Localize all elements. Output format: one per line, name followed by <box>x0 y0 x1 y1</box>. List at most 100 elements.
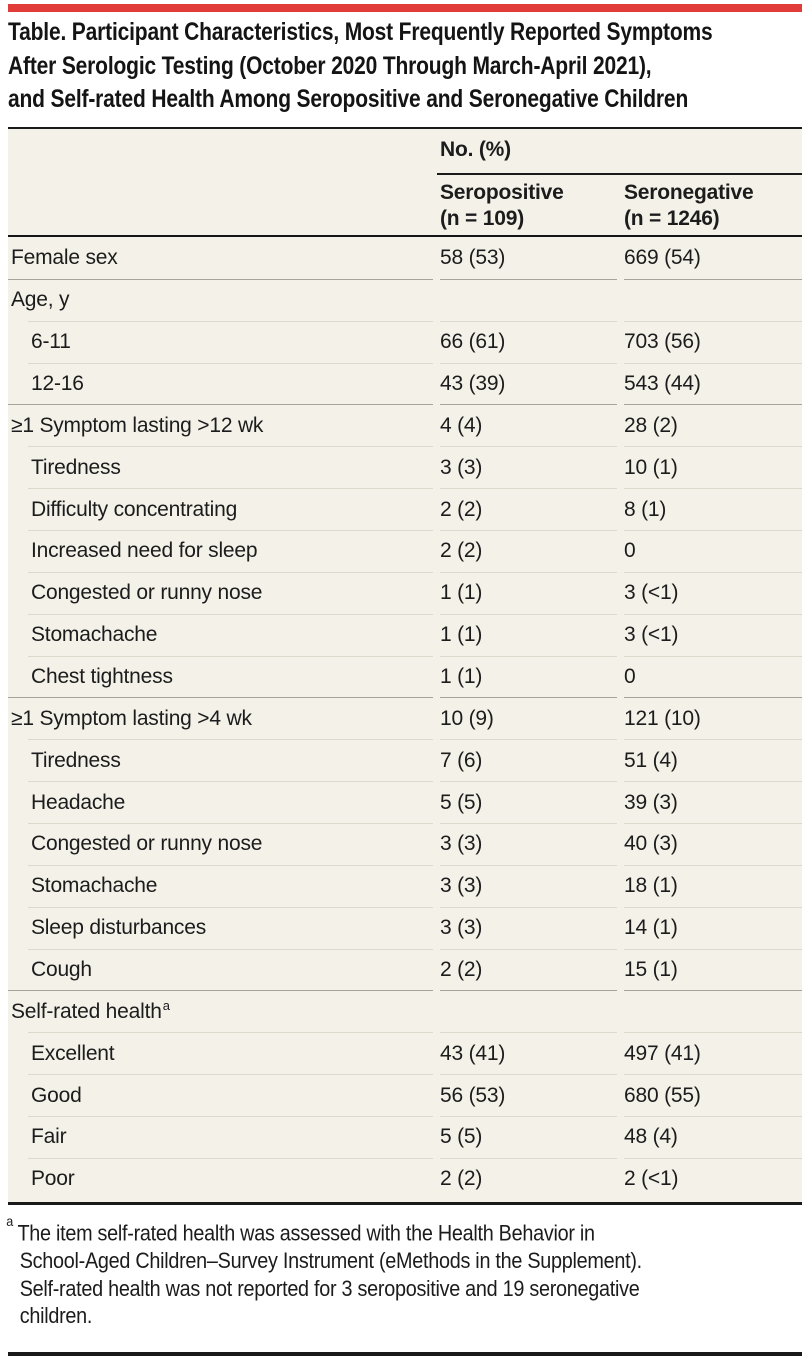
row-label: Congested or runny nose <box>8 823 433 865</box>
seronegative-value: 669 (54) <box>624 246 701 270</box>
row-label: Increased need for sleep <box>8 530 433 572</box>
seronegative-value: 40 (3) <box>624 823 802 865</box>
table-row: Sleep disturbances 3 (3) 14 (1) <box>8 906 802 949</box>
table-row: ≥1 Symptom lasting >4 wk 10 (9) 121 (10) <box>8 697 802 739</box>
table-bottom-rule <box>8 1202 802 1205</box>
seronegative-value <box>624 990 802 1032</box>
seropositive-value: 10 (9) <box>440 697 617 739</box>
table-row: Tiredness 7 (6) 51 (4) <box>8 739 802 781</box>
row-label: Female sex <box>11 246 118 270</box>
table-row: Cough 2 (2) 15 (1) <box>8 948 802 991</box>
row-label: Chest tightness <box>8 655 433 698</box>
seropositive-value: 3 (3) <box>440 906 617 949</box>
table-row: Congested or runny nose 1 (1) 3 (<1) <box>8 571 802 614</box>
seronegative-value: 28 (2) <box>624 404 802 446</box>
table-body: No. (%) Seropositive (n = 109) Seronegat… <box>8 129 802 1202</box>
row-label: Stomachache <box>8 864 433 907</box>
footnote-line: a The item self-rated health was assessed… <box>6 1213 710 1247</box>
column-n: (n = 1246) <box>624 206 720 230</box>
row-label: Age, y <box>8 278 433 321</box>
seropositive-value: 58 (53) <box>440 246 506 270</box>
row-label: ≥1 Symptom lasting >4 wk <box>8 697 433 739</box>
table-row: 6-11 66 (61) 703 (56) <box>8 320 802 363</box>
seropositive-value: 1 (1) <box>440 571 617 614</box>
title-divider-rule <box>8 127 802 129</box>
table-row: Stomachache 3 (3) 18 (1) <box>8 864 802 907</box>
seropositive-value: 2 (2) <box>440 488 617 530</box>
table-row: Difficulty concentrating 2 (2) 8 (1) <box>8 488 802 530</box>
seronegative-value: 14 (1) <box>624 906 802 949</box>
table-rows: Female sex 58 (53) 669 (54) Age, y 6-11 66 (6… <box>8 235 802 1200</box>
column-label: Seronegative <box>624 181 754 204</box>
page-bottom-rule <box>8 1352 802 1356</box>
row-label: Cough <box>8 948 433 991</box>
seropositive-value: 56 (53) <box>440 1074 617 1116</box>
seronegative-value: 703 (56) <box>624 320 802 363</box>
seropositive-value: 1 (1) <box>440 655 617 698</box>
seropositive-value: 2 (2) <box>440 948 617 991</box>
row-label: Good <box>8 1074 433 1116</box>
table-row: Stomachache 1 (1) 3 (<1) <box>8 613 802 656</box>
footnote-marker: a <box>6 1213 13 1229</box>
seropositive-value <box>440 990 617 1032</box>
row-label: Excellent <box>8 1032 433 1074</box>
column-header-seronegative: Seronegative (n = 1246) <box>624 180 754 231</box>
seropositive-value: 7 (6) <box>440 739 617 781</box>
seronegative-value: 18 (1) <box>624 864 802 907</box>
seropositive-value: 4 (4) <box>440 404 617 446</box>
table-row: Good 56 (53) 680 (55) <box>8 1074 802 1116</box>
seronegative-value: 543 (44) <box>624 362 802 405</box>
row-label: 12-16 <box>8 362 433 405</box>
row-label: Tiredness <box>8 739 433 781</box>
table-title: Table. Participant Characteristics, Most… <box>8 16 802 117</box>
seronegative-value: 48 (4) <box>624 1116 802 1158</box>
seronegative-value: 51 (4) <box>624 739 802 781</box>
column-header-seropositive: Seropositive (n = 109) <box>440 180 564 231</box>
group-header-underline <box>437 173 802 175</box>
row-label: Congested or runny nose <box>8 571 433 614</box>
seronegative-value: 39 (3) <box>624 781 802 823</box>
seronegative-value: 8 (1) <box>624 488 802 530</box>
row-label: Tiredness <box>8 446 433 488</box>
seronegative-value <box>624 278 802 321</box>
table-row: Fair 5 (5) 48 (4) <box>8 1116 802 1158</box>
table-row: 12-16 43 (39) 543 (44) <box>8 362 802 405</box>
seronegative-value: 2 (<1) <box>624 1157 802 1200</box>
row-label: Headache <box>8 781 433 823</box>
seronegative-value: 3 (<1) <box>624 613 802 656</box>
footnote-line: children. <box>19 1303 93 1329</box>
seropositive-value <box>440 278 617 321</box>
row-label: Sleep disturbances <box>8 906 433 949</box>
seropositive-value: 3 (3) <box>440 823 617 865</box>
group-column-header: No. (%) <box>440 138 511 161</box>
column-n: (n = 109) <box>440 206 524 230</box>
table-row: Female sex 58 (53) 669 (54) <box>8 237 802 279</box>
seronegative-value: 0 <box>624 530 802 572</box>
seropositive-value: 43 (39) <box>440 362 617 405</box>
footnote-line: Self-rated health was not reported for 3… <box>19 1275 640 1301</box>
seronegative-value: 121 (10) <box>624 697 802 739</box>
seropositive-value: 3 (3) <box>440 864 617 907</box>
seropositive-value: 66 (61) <box>440 320 617 363</box>
table-row: Age, y <box>8 278 802 321</box>
seronegative-value: 497 (41) <box>624 1032 802 1074</box>
seropositive-value: 43 (41) <box>440 1032 617 1074</box>
footnote-text: The item self-rated health was assessed … <box>17 1220 595 1246</box>
table-row: Headache 5 (5) 39 (3) <box>8 781 802 823</box>
seropositive-value: 2 (2) <box>440 1157 617 1200</box>
seropositive-value: 5 (5) <box>440 1116 617 1158</box>
table-title-line: Table. Participant Characteristics, Most… <box>8 18 713 46</box>
seropositive-value: 5 (5) <box>440 781 617 823</box>
column-label: Seropositive <box>440 181 564 204</box>
table-row: Increased need for sleep 2 (2) 0 <box>8 530 802 572</box>
seropositive-value: 1 (1) <box>440 613 617 656</box>
row-label: Fair <box>8 1116 433 1158</box>
seronegative-value: 15 (1) <box>624 948 802 991</box>
row-label: Difficulty concentrating <box>8 488 433 530</box>
row-label: Poor <box>8 1157 433 1200</box>
table-title-line: and Self-rated Health Among Seropositive… <box>8 85 689 113</box>
row-label: Stomachache <box>8 613 433 656</box>
table-title-line: After Serologic Testing (October 2020 Th… <box>8 51 652 80</box>
seropositive-value: 3 (3) <box>440 446 617 488</box>
